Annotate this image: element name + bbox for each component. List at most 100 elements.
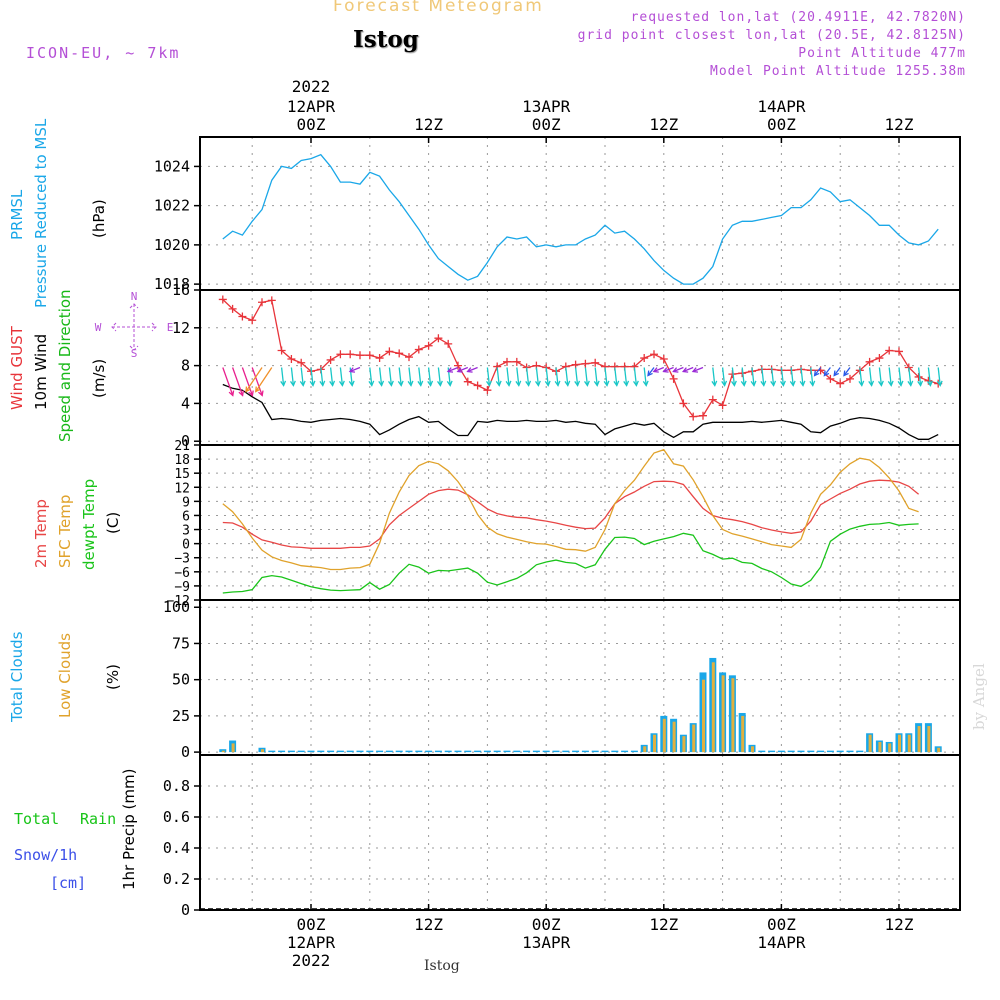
- temp-ytick-label: 6: [182, 509, 190, 524]
- total-cloud-bar: [327, 751, 334, 752]
- compass-e: E: [167, 321, 174, 334]
- total-cloud-bar: [406, 751, 413, 752]
- top-axis-label: 12Z: [649, 115, 678, 134]
- wind-gust-marker: [503, 358, 511, 366]
- total-cloud-bar: [464, 751, 471, 752]
- bottom-axis-label: 14APR: [757, 933, 806, 952]
- pressure-ytick-label: 1022: [154, 197, 190, 215]
- wind-gust-marker: [444, 340, 452, 348]
- wind-ytick-label: 16: [172, 281, 190, 299]
- low-cloud-bar: [663, 719, 666, 752]
- low-cloud-bar: [682, 736, 685, 752]
- precip-frame: [200, 755, 960, 910]
- temp-ytick-label: −3: [174, 552, 190, 567]
- top-axis-label: 14APR: [757, 97, 806, 116]
- total-cloud-bar: [553, 751, 560, 752]
- total-cloud-bar: [484, 751, 491, 752]
- low-cloud-bar: [692, 725, 695, 753]
- low-cloud-bar: [918, 726, 921, 752]
- total-cloud-bar: [337, 751, 344, 752]
- total-cloud-bar: [396, 751, 403, 752]
- top-axis-label: 00Z: [297, 115, 326, 134]
- low-cloud-bar: [927, 726, 930, 752]
- precip-ytick-label: 0.8: [163, 777, 190, 795]
- bottom-axis-label: 13APR: [522, 933, 571, 952]
- wind-gust-marker: [395, 349, 403, 357]
- compass-w: W: [95, 321, 102, 334]
- clouds-panel: [194, 600, 960, 755]
- temp-ytick-label: 9: [182, 495, 190, 510]
- wind-gust-marker: [699, 412, 707, 420]
- wind-gust-marker: [464, 378, 472, 386]
- bottom-axis-label: 12Z: [649, 915, 678, 934]
- wind-ytick-label: 8: [181, 357, 190, 375]
- wind-gust-marker: [268, 296, 276, 304]
- low-cloud-bar: [702, 680, 705, 752]
- low-cloud-bar: [712, 662, 715, 752]
- clouds-ytick-label: 75: [172, 634, 190, 652]
- precip-ytick-label: 0.4: [163, 839, 190, 857]
- total-cloud-bar: [504, 751, 511, 752]
- clouds-ytick-label: 50: [172, 671, 190, 689]
- total-cloud-bar: [621, 751, 628, 752]
- bottom-axis-label: 12Z: [414, 915, 443, 934]
- precip-ytick-label: 0: [181, 901, 190, 919]
- temp-frame: [200, 445, 960, 600]
- low-cloud-bar: [898, 735, 901, 752]
- total-cloud-bar: [445, 751, 452, 752]
- total-cloud-bar: [562, 751, 569, 752]
- total-cloud-bar: [366, 751, 373, 752]
- low-cloud-bar: [937, 748, 940, 752]
- temp-ytick-label: −6: [174, 566, 190, 581]
- temp-ytick-label: −9: [174, 580, 190, 595]
- pressure-ytick-label: 1020: [154, 236, 190, 254]
- total-cloud-bar: [847, 751, 854, 752]
- wind-gust-marker: [385, 347, 393, 355]
- total-cloud-bar: [455, 751, 462, 752]
- total-cloud-bar: [298, 751, 305, 752]
- low-cloud-bar: [878, 742, 881, 752]
- top-axis-label: 00Z: [532, 115, 561, 134]
- total-cloud-bar: [278, 751, 285, 752]
- total-cloud-bar: [602, 751, 609, 752]
- temp-2m-line: [223, 480, 919, 548]
- wind-gust-marker: [356, 351, 364, 359]
- wind-gust-marker: [366, 351, 374, 359]
- total-cloud-bar: [631, 751, 638, 752]
- total-cloud-bar: [856, 751, 863, 752]
- total-cloud-bar: [807, 751, 814, 752]
- total-cloud-bar: [386, 751, 393, 752]
- wind-gust-marker: [709, 396, 717, 404]
- precip-ytick-label: 0.2: [163, 870, 190, 888]
- total-cloud-bar: [798, 751, 805, 752]
- total-cloud-bar: [768, 751, 775, 752]
- top-axis-label: 12Z: [885, 115, 914, 134]
- low-cloud-bar: [741, 716, 744, 752]
- total-cloud-bar: [494, 751, 501, 752]
- total-cloud-bar: [317, 751, 324, 752]
- bottom-axis-label: 00Z: [532, 915, 561, 934]
- wind-gust-marker: [248, 316, 256, 324]
- total-cloud-bar: [474, 751, 481, 752]
- total-cloud-bar: [592, 751, 599, 752]
- precip-panel: [194, 755, 960, 910]
- total-cloud-bar: [572, 751, 579, 752]
- clouds-ytick-label: 100: [163, 598, 190, 616]
- total-cloud-bar: [357, 751, 364, 752]
- total-cloud-bar: [425, 751, 432, 752]
- wind-gust-marker: [376, 354, 384, 362]
- total-cloud-bar: [533, 751, 540, 752]
- total-cloud-bar: [268, 751, 275, 752]
- bottom-axis-label: 00Z: [767, 915, 796, 934]
- total-cloud-bar: [308, 751, 315, 752]
- wind-gust-marker: [258, 298, 266, 306]
- temp-ytick-label: 3: [182, 524, 190, 539]
- total-cloud-bar: [288, 751, 295, 752]
- bottom-axis-label: 12APR: [287, 933, 336, 952]
- low-cloud-bar: [222, 751, 225, 752]
- compass-n: N: [131, 290, 138, 303]
- total-cloud-bar: [827, 751, 834, 752]
- bottom-axis-label: 12Z: [885, 915, 914, 934]
- wind-gust-marker: [895, 347, 903, 355]
- low-cloud-bar: [731, 678, 734, 752]
